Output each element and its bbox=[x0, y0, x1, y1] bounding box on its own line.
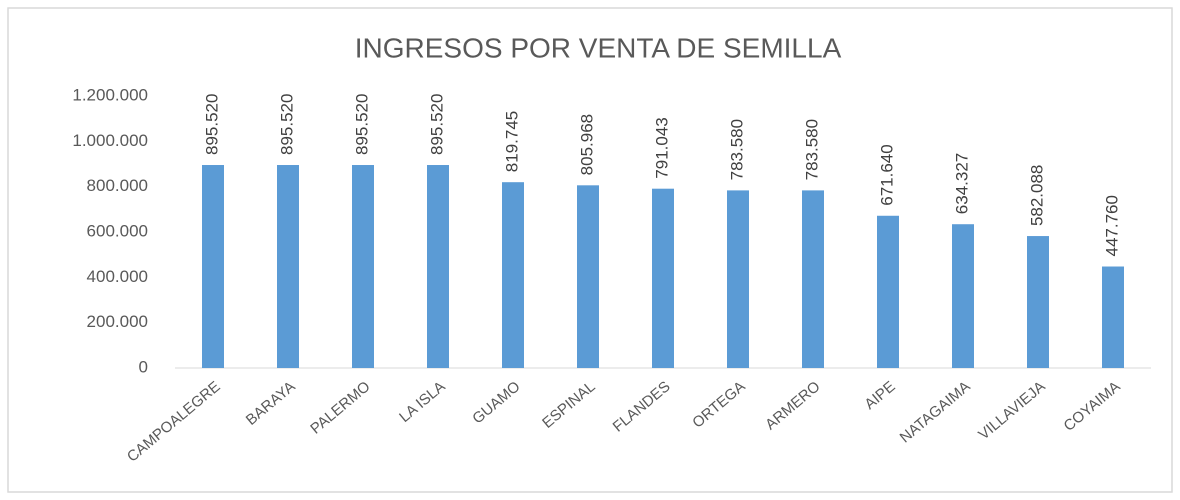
bar bbox=[952, 224, 974, 368]
value-label: 582.088 bbox=[1027, 165, 1046, 226]
value-label: 819.745 bbox=[502, 111, 521, 172]
bar bbox=[802, 190, 824, 368]
bar bbox=[577, 185, 599, 368]
value-label: 783.580 bbox=[802, 119, 821, 180]
y-tick-label: 0 bbox=[139, 357, 148, 376]
bar bbox=[352, 165, 374, 368]
bar bbox=[502, 182, 524, 368]
bar bbox=[1027, 236, 1049, 368]
value-label: 783.580 bbox=[727, 119, 746, 180]
bar bbox=[1102, 266, 1124, 368]
value-label: 634.327 bbox=[952, 153, 971, 214]
y-tick-label: 600.000 bbox=[87, 221, 148, 240]
bar bbox=[202, 165, 224, 368]
y-tick-label: 800.000 bbox=[87, 176, 148, 195]
value-label: 791.043 bbox=[652, 117, 671, 178]
y-tick-label: 1.200.000 bbox=[72, 85, 148, 104]
value-label: 805.968 bbox=[577, 114, 596, 175]
value-label: 895.520 bbox=[427, 94, 446, 155]
chart-title: INGRESOS POR VENTA DE SEMILLA bbox=[355, 32, 842, 63]
value-label: 447.760 bbox=[1102, 195, 1121, 256]
y-tick-label: 400.000 bbox=[87, 267, 148, 286]
bar bbox=[727, 190, 749, 368]
value-label: 895.520 bbox=[352, 94, 371, 155]
value-label: 895.520 bbox=[202, 94, 221, 155]
bar bbox=[652, 188, 674, 368]
value-label: 895.520 bbox=[277, 94, 296, 155]
y-tick-label: 1.000.000 bbox=[72, 131, 148, 150]
value-label: 671.640 bbox=[877, 144, 896, 205]
bar bbox=[427, 165, 449, 368]
bar bbox=[277, 165, 299, 368]
bar bbox=[877, 215, 899, 368]
y-tick-label: 200.000 bbox=[87, 312, 148, 331]
